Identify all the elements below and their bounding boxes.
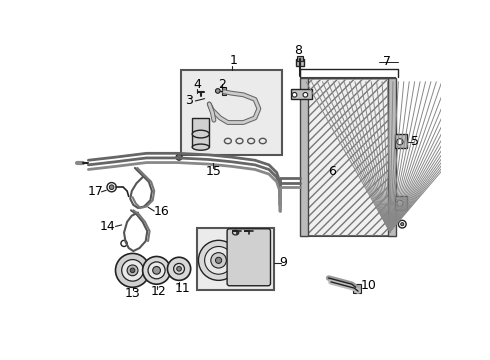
Bar	[192, 118, 209, 147]
Circle shape	[216, 89, 220, 93]
Circle shape	[401, 222, 404, 226]
Bar	[301, 78, 394, 236]
Text: 15: 15	[205, 165, 221, 178]
Circle shape	[198, 240, 239, 280]
Text: 13: 13	[124, 287, 141, 300]
Circle shape	[177, 266, 181, 271]
Text: 6: 6	[329, 165, 337, 178]
Text: 5: 5	[412, 135, 419, 148]
Circle shape	[127, 265, 138, 276]
Bar	[221, 87, 226, 95]
Text: 9: 9	[280, 256, 288, 269]
Circle shape	[153, 266, 160, 274]
Circle shape	[122, 260, 144, 281]
Text: 8: 8	[294, 44, 302, 57]
Circle shape	[397, 200, 403, 206]
Circle shape	[397, 139, 403, 145]
Text: 7: 7	[383, 55, 391, 68]
Bar	[353, 284, 361, 293]
Circle shape	[176, 154, 182, 160]
Bar	[388, 78, 396, 236]
Bar	[394, 134, 407, 148]
Bar	[291, 89, 312, 99]
Circle shape	[143, 256, 171, 284]
Circle shape	[292, 93, 297, 97]
FancyBboxPatch shape	[227, 229, 270, 286]
Text: 16: 16	[154, 204, 170, 217]
Bar	[394, 195, 407, 210]
Ellipse shape	[192, 144, 209, 150]
Circle shape	[168, 257, 191, 280]
Circle shape	[130, 268, 135, 273]
Text: 14: 14	[100, 220, 116, 233]
Circle shape	[216, 257, 221, 264]
Circle shape	[205, 247, 233, 274]
Text: 4: 4	[193, 77, 201, 90]
Text: 2: 2	[218, 77, 225, 90]
Bar	[197, 228, 274, 289]
Text: 12: 12	[150, 285, 166, 298]
Text: 17: 17	[87, 185, 103, 198]
Text: 10: 10	[361, 279, 377, 292]
Bar	[297, 56, 303, 61]
Text: 3: 3	[185, 94, 193, 107]
Bar	[181, 70, 282, 155]
Bar	[300, 78, 308, 236]
Circle shape	[116, 253, 149, 287]
Circle shape	[109, 185, 114, 189]
Ellipse shape	[192, 130, 209, 138]
Circle shape	[303, 93, 308, 97]
Circle shape	[148, 262, 165, 279]
Circle shape	[211, 253, 226, 268]
Bar	[296, 59, 304, 66]
Text: 1: 1	[229, 54, 237, 67]
Bar	[302, 78, 394, 235]
Text: 11: 11	[175, 282, 191, 294]
